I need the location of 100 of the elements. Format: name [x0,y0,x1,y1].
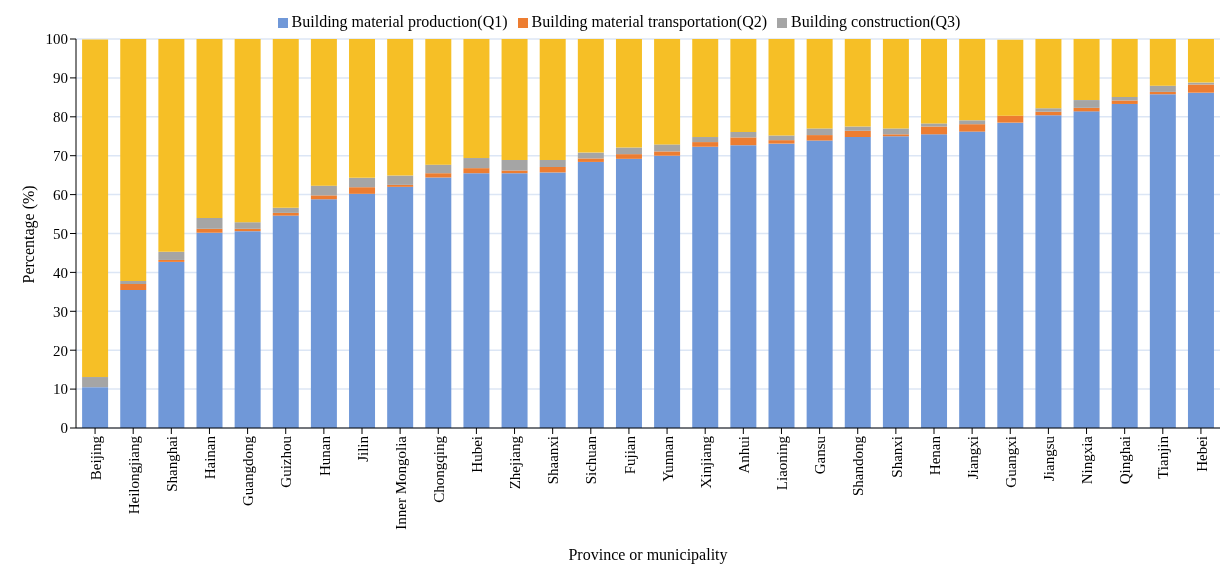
bar [997,39,1024,116]
bar [654,155,681,428]
bar [654,151,681,156]
bar [959,120,986,125]
bar [730,145,757,428]
bar [1073,111,1100,428]
y-tick-label: 10 [53,381,68,398]
y-tick-label: 90 [53,70,68,87]
bar [806,135,833,141]
bar [310,185,337,196]
bar [615,158,642,428]
bar [1187,92,1214,428]
x-tick-label: Ningxia [1079,435,1096,485]
bar [806,140,833,428]
bar [844,39,871,127]
bar [921,126,948,135]
bar [882,39,909,129]
bar [959,131,986,428]
bar [349,39,376,178]
bar [959,124,986,132]
bar [692,137,719,143]
bar [730,39,757,132]
bar [577,39,604,153]
bar [882,128,909,135]
bar [654,39,681,145]
x-tick-label: Hainan [202,435,219,480]
x-tick-label: Shaanxi [545,436,562,485]
y-axis-title: Percentage (%) [19,185,38,284]
bar [463,158,490,169]
bar [539,172,566,428]
bar [272,39,299,208]
bar [310,199,337,428]
x-tick-label: Chongqing [430,435,447,503]
x-tick-label: Liaoning [774,435,791,491]
bar [425,164,452,174]
bar [615,147,642,155]
bar [349,187,376,194]
y-tick-label: 70 [53,148,68,165]
bar [310,195,337,200]
bar [120,39,147,281]
x-tick-label: Heilongjiang [125,435,142,515]
x-tick-label: Shanghai [163,436,180,492]
bar [692,142,719,147]
bar [1073,100,1100,108]
bar [120,289,147,428]
bar [310,39,337,186]
bar [234,222,261,229]
bar [120,284,147,290]
bar [539,159,566,167]
bar [844,126,871,131]
bar [463,173,490,428]
bar [1187,39,1214,83]
bar [501,173,528,428]
bar [997,122,1024,428]
bar [1111,39,1138,97]
bar [844,137,871,428]
bar [272,207,299,213]
bar [501,39,528,160]
bar [654,144,681,152]
x-tick-label: Hunan [316,435,333,476]
bar [921,123,948,127]
bar [158,261,185,428]
bar [768,143,795,428]
bar [196,217,223,229]
bar [387,186,414,428]
x-tick-label: Beijing [87,435,104,481]
y-tick-label: 20 [53,342,68,359]
bar [463,39,490,159]
x-axis-title: Province or municipality [568,546,728,564]
y-tick-label: 80 [53,109,68,126]
bar [730,137,757,146]
bar [82,377,109,388]
bar [272,215,299,428]
x-tick-label: Guangxi [1002,436,1019,488]
bar [1035,39,1062,109]
bar [768,140,795,144]
x-tick-label: Hubei [469,436,486,473]
bar [387,175,414,185]
y-tick-label: 100 [45,31,68,48]
bar [272,212,299,216]
bar [1149,94,1176,428]
x-tick-label: Fujian [621,435,638,475]
legend-label: Building material transportation(Q2) [531,13,768,30]
bar [425,177,452,428]
bar [806,39,833,129]
y-tick-label: 0 [60,420,68,437]
bar [1149,39,1176,86]
bar [577,161,604,428]
bar [959,39,986,121]
bar [1187,84,1214,93]
bar [234,39,261,223]
bar [882,136,909,428]
bar [196,39,223,218]
x-tick-label: Henan [926,435,943,476]
bar [539,39,566,160]
bar [921,39,948,124]
bar [349,193,376,428]
bar [196,228,223,233]
bar [120,280,147,285]
bar [234,231,261,428]
